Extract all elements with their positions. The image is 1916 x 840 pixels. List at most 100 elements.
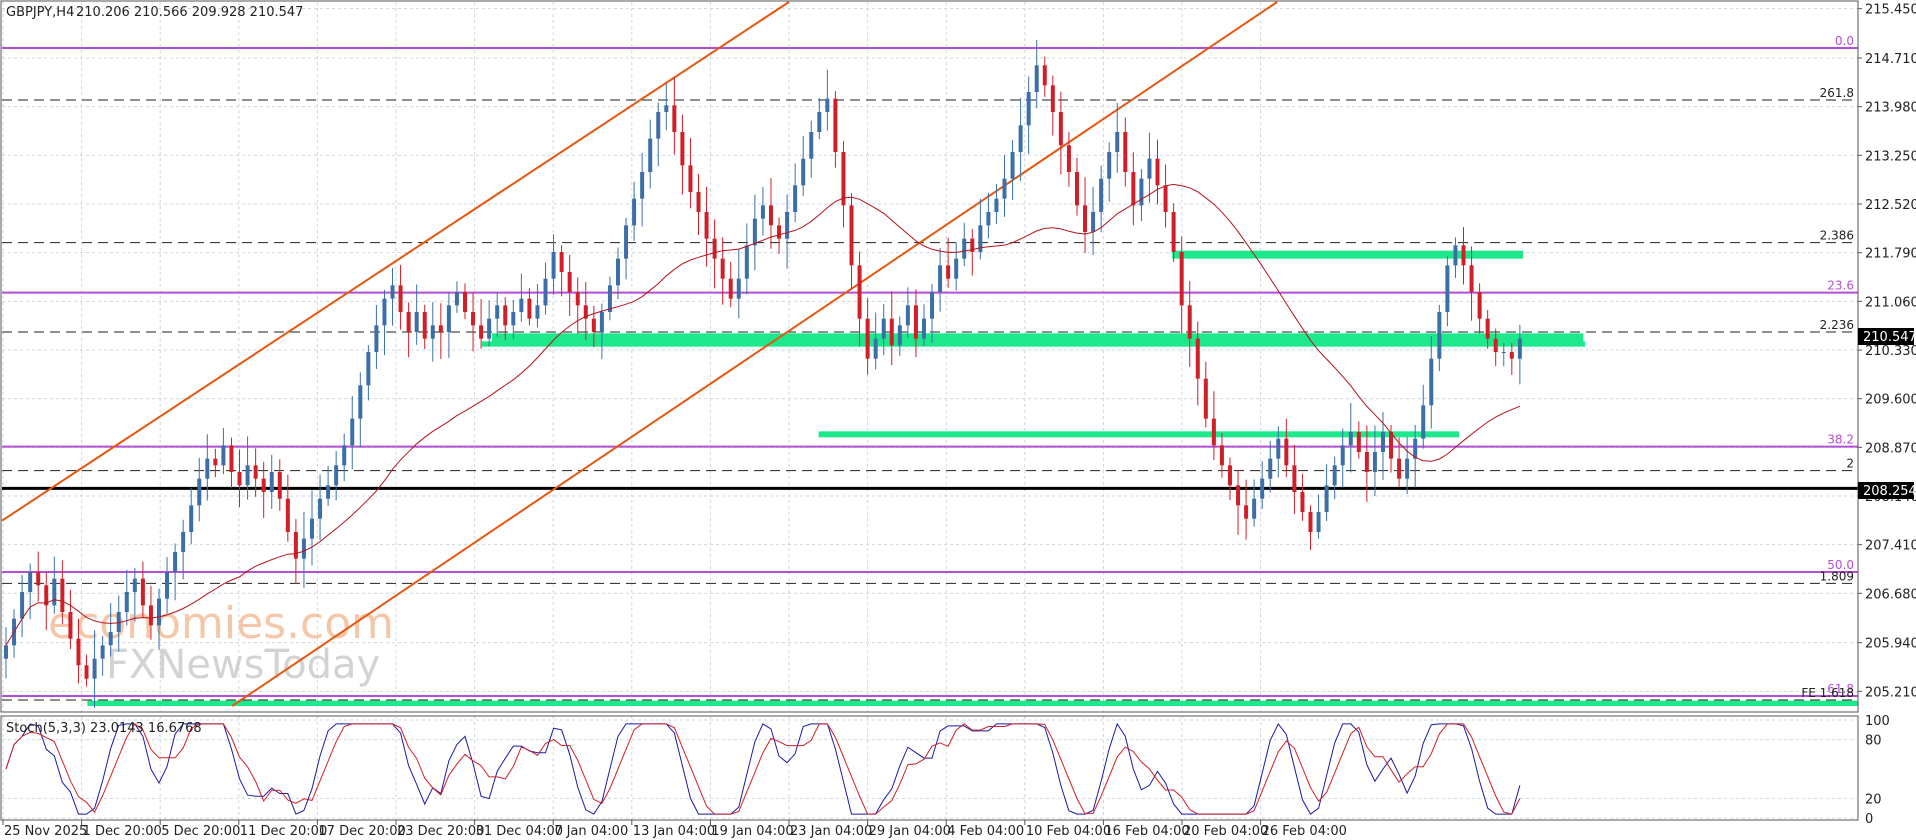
candle-body: [1372, 452, 1377, 472]
candle-body: [752, 218, 757, 246]
candle-body: [205, 458, 210, 479]
price-tick-label: 213.980: [1865, 101, 1916, 116]
candle-body: [615, 258, 620, 286]
candle-body: [688, 165, 693, 192]
candle-body: [801, 158, 806, 186]
candle-body: [350, 418, 355, 446]
candle-body: [857, 265, 862, 319]
stoch-tick-label: 80: [1865, 734, 1882, 749]
candle-body: [261, 478, 266, 492]
candle-body: [1421, 405, 1426, 439]
candle-body: [527, 298, 532, 319]
candle-body: [680, 132, 685, 166]
candle-body: [994, 198, 999, 212]
candle-body: [986, 212, 991, 226]
candle-body: [656, 112, 661, 139]
candle-body: [60, 578, 65, 612]
candle-body: [865, 318, 870, 359]
candle-body: [173, 552, 178, 572]
stochastic-label: Stoch(5,3,3) 23.0143 16.6768: [6, 721, 202, 736]
candle-body: [1276, 438, 1281, 459]
candle-body: [1091, 212, 1096, 232]
time-tick-label: 13 Jan 04:00: [633, 824, 715, 839]
price-tick-label: 212.520: [1865, 198, 1916, 213]
time-tick-label: 20 Feb 04:00: [1183, 824, 1268, 839]
candle-body: [285, 498, 290, 532]
candle-body: [938, 265, 943, 292]
stochastic-d-line: [5, 723, 1521, 815]
candle-body: [358, 385, 363, 419]
price-tick-label: 208.870: [1865, 441, 1916, 456]
price-tick-label: 210.330: [1865, 344, 1916, 359]
extension-level-label: 2.386: [1820, 229, 1854, 243]
candle-body: [519, 298, 524, 312]
candle-body: [1469, 265, 1474, 292]
candle-body: [785, 212, 790, 239]
price-tick-label: 215.450: [1865, 3, 1916, 18]
candle-body: [1493, 338, 1498, 352]
candle-body: [1203, 378, 1208, 419]
time-tick-label: 23 Dec 20:00: [397, 824, 484, 839]
stoch-tick-label: 0: [1865, 812, 1873, 827]
candle-body: [1050, 85, 1055, 112]
candle-body: [825, 98, 830, 112]
candle-body: [978, 225, 983, 252]
trend-channel: [1, 1, 1278, 707]
candle-body: [624, 225, 629, 259]
candle-body: [1477, 292, 1482, 319]
candle-body: [1074, 172, 1079, 206]
current-price-label: 210.547: [1863, 330, 1916, 345]
candle-body: [277, 472, 282, 499]
time-tick-label: 11 Dec 20:00: [240, 824, 327, 839]
candle-body: [768, 205, 773, 226]
candle-body: [269, 472, 274, 492]
candle-body: [1485, 318, 1490, 339]
candle-body: [503, 305, 508, 326]
watermark-line2: FXNewsToday: [106, 642, 380, 688]
candle-body: [301, 538, 306, 559]
candle-body: [809, 132, 814, 159]
stoch-tick-label: 100: [1865, 714, 1890, 729]
candle-body: [736, 278, 741, 299]
fib-level-label: 23.6: [1827, 279, 1854, 293]
candle-body: [221, 445, 226, 466]
candle-body: [132, 578, 137, 592]
candle-body: [140, 578, 145, 606]
stochastic-k-line: [5, 722, 1521, 815]
candle-body: [1389, 432, 1394, 459]
candle-body: [744, 245, 749, 279]
candle-body: [760, 205, 765, 219]
extension-level-label: 2: [1846, 457, 1854, 471]
candle-body: [293, 532, 298, 559]
price-tick-label: 214.710: [1865, 52, 1916, 67]
channel-line: [1, 1, 790, 522]
time-tick-label: 25 Nov 2025: [4, 824, 87, 839]
candle-body: [905, 305, 910, 326]
price-tick-label: 205.940: [1865, 637, 1916, 652]
candle-body: [704, 212, 709, 239]
price-tick-label: 205.210: [1865, 685, 1916, 700]
candle-body: [777, 225, 782, 239]
candle-body: [1002, 178, 1007, 199]
candle-body: [567, 272, 572, 292]
current-price-box: 210.547: [1858, 328, 1916, 345]
candle-body: [1348, 432, 1353, 446]
candle-body: [1332, 465, 1337, 486]
time-tick-label: 31 Dec 04:00: [476, 824, 563, 839]
candle-body: [1364, 452, 1369, 472]
candle-body: [108, 632, 113, 646]
candle-body: [511, 312, 516, 326]
candle-body: [1260, 478, 1265, 499]
candle-body: [36, 572, 41, 586]
candle-body: [181, 532, 186, 552]
candle-body: [1397, 458, 1402, 479]
candle-body: [76, 638, 81, 666]
candle-body: [1429, 358, 1434, 406]
candle-body: [342, 445, 347, 466]
candle-body: [664, 105, 669, 112]
candle-body: [52, 578, 57, 606]
price-tick-label: 211.060: [1865, 295, 1916, 310]
candle-body: [1316, 512, 1321, 532]
candle-body: [712, 238, 717, 259]
